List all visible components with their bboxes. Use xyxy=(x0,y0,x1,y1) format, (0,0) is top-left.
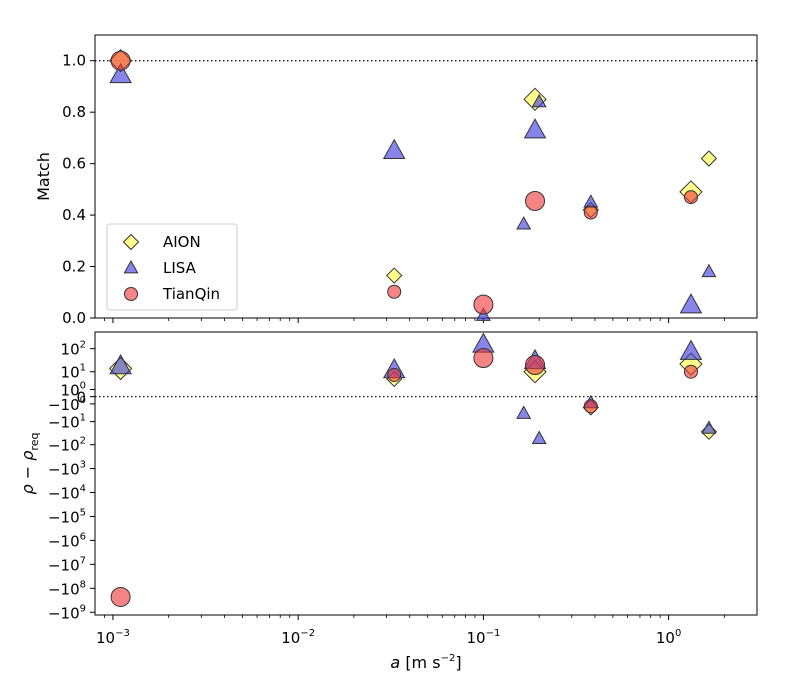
point-tianqin xyxy=(525,355,546,376)
y-tick-label: −101 xyxy=(48,413,86,432)
y-tick-label: −109 xyxy=(48,603,86,622)
point-lisa xyxy=(523,118,547,139)
point-lisa xyxy=(109,62,132,84)
x-tick-label: 100 xyxy=(656,628,681,647)
y-tick-label: −108 xyxy=(48,579,86,598)
point-lisa xyxy=(109,354,132,375)
y-tick-label: 0.8 xyxy=(62,103,86,121)
y-tick-label: −104 xyxy=(48,483,86,502)
bottom-panel: 1021011000−100−101−102−103−104−105−106−1… xyxy=(18,331,758,672)
point-tianqin xyxy=(583,399,598,414)
y-tick-label: 102 xyxy=(61,340,86,359)
y-tick-label: 0.4 xyxy=(62,206,86,224)
point-tianqin xyxy=(110,586,131,607)
point-aion xyxy=(386,267,403,284)
point-tianqin xyxy=(683,190,698,205)
point-lisa xyxy=(531,430,547,444)
y-tick-label: −102 xyxy=(48,436,86,455)
point-lisa xyxy=(701,420,717,434)
point-lisa xyxy=(679,293,703,314)
y-axis-label-rho: ρ − ρreq xyxy=(18,433,41,495)
y-tick-label: 0 xyxy=(76,389,86,407)
y-tick-label: 0.2 xyxy=(62,258,86,276)
y-tick-label: −103 xyxy=(48,460,86,479)
y-tick-label: −106 xyxy=(48,531,86,550)
point-tianqin xyxy=(387,284,402,299)
point-lisa xyxy=(382,138,406,159)
bottom-plot-frame xyxy=(94,331,758,616)
legend-diamond-icon xyxy=(122,233,140,251)
y-tick-label: 0.0 xyxy=(62,309,86,327)
point-tianqin xyxy=(583,205,598,220)
x-tick-label: 10−3 xyxy=(96,628,130,647)
point-lisa xyxy=(531,93,547,108)
point-tianqin xyxy=(110,50,131,71)
point-tianqin xyxy=(473,348,494,369)
legend-label-tianqin: TianQin xyxy=(162,285,220,303)
y-tick-label: 100 xyxy=(61,380,86,399)
x-tick-label: 10−2 xyxy=(281,628,315,647)
x-tick-label: 10−1 xyxy=(466,628,500,647)
y-axis-label-match: Match xyxy=(34,152,53,201)
legend: AION LISA TianQin xyxy=(106,223,238,311)
legend-circle-icon xyxy=(124,287,138,301)
x-axis-label: a [m s−2] xyxy=(390,653,461,672)
legend-label-lisa: LISA xyxy=(163,259,197,277)
y-tick-label: 1.0 xyxy=(62,52,86,70)
y-tick-label: 101 xyxy=(61,363,86,382)
point-tianqin xyxy=(473,294,494,315)
point-tianqin xyxy=(525,190,546,211)
y-tick-label: −100 xyxy=(48,395,86,414)
point-aion xyxy=(700,150,718,167)
point-lisa xyxy=(679,339,703,360)
y-tick-label: 0.6 xyxy=(62,155,86,173)
point-lisa xyxy=(701,263,717,278)
point-lisa xyxy=(516,405,532,419)
point-tianqin xyxy=(387,368,402,383)
point-lisa xyxy=(516,216,532,230)
point-tianqin xyxy=(683,364,698,379)
y-tick-label: −105 xyxy=(48,507,86,526)
y-tick-label: −107 xyxy=(48,555,86,574)
legend-triangle-icon xyxy=(123,259,139,274)
legend-label-aion: AION xyxy=(163,233,201,251)
legend-box xyxy=(106,223,238,311)
